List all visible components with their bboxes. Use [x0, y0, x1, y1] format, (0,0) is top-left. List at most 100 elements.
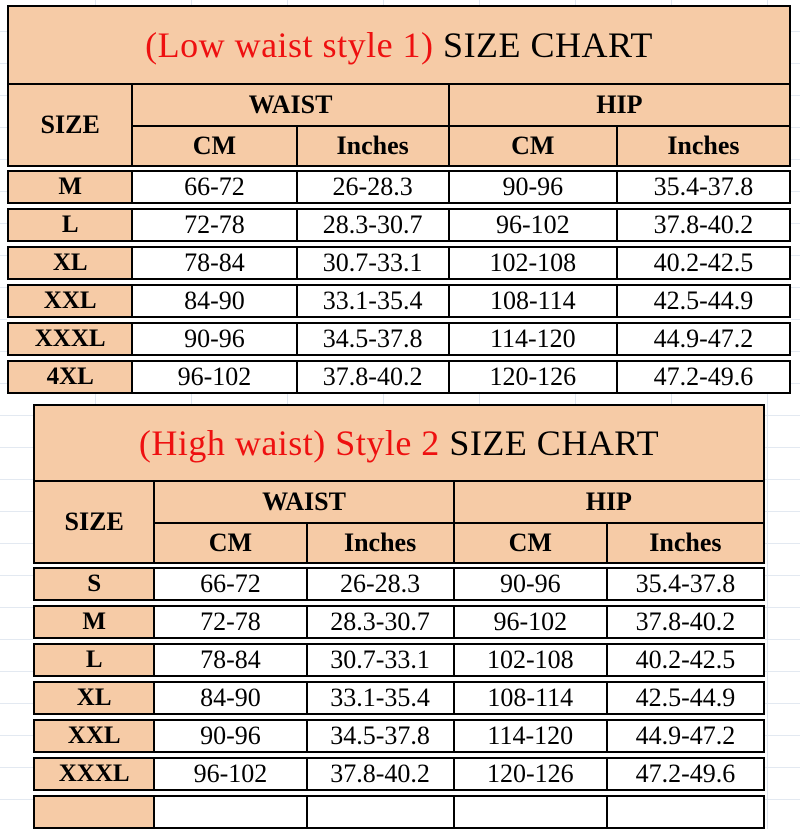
data-cell: [153, 797, 305, 827]
hip-cm-cell: 114-120: [452, 721, 606, 751]
hip-cm-cell: 102-108: [447, 248, 616, 278]
title-style-label: (Low waist style 1): [145, 25, 434, 65]
data-cell: [452, 797, 606, 827]
header-waist-inches: Inches: [305, 522, 453, 562]
waist-inches-cell: 28.3-30.7: [305, 607, 453, 637]
size-value-cell: XXL: [9, 286, 132, 316]
hip-inches-cell: 35.4-37.8: [605, 569, 763, 599]
size-value-cell: L: [35, 645, 154, 675]
hip-cm-cell: 108-114: [447, 286, 616, 316]
size-chart-table-low-waist: (Low waist style 1) SIZE CHART SIZE WAIS…: [7, 5, 791, 394]
hip-inches-cell: 40.2-42.5: [615, 248, 789, 278]
data-cell: [305, 797, 453, 827]
waist-inches-cell: 37.8-40.2: [305, 759, 453, 789]
size-value-cell: M: [35, 607, 154, 637]
table-row: XXXL 96-102 37.8-40.2 120-126 47.2-49.6: [33, 757, 765, 791]
waist-inches-cell: 26-28.3: [305, 569, 453, 599]
header-waist: WAIST: [153, 482, 452, 522]
waist-cm-cell: 78-84: [153, 645, 305, 675]
hip-cm-cell: 96-102: [452, 607, 606, 637]
waist-inches-cell: 34.5-37.8: [305, 721, 453, 751]
table-body: S 66-72 26-28.3 90-96 35.4-37.8 M 72-78 …: [33, 567, 765, 791]
waist-inches-cell: 28.3-30.7: [295, 210, 448, 240]
table-row: M 66-72 26-28.3 90-96 35.4-37.8: [7, 170, 791, 204]
size-value-cell: XXXL: [9, 324, 132, 354]
hip-cm-cell: 90-96: [447, 172, 616, 202]
waist-cm-cell: 96-102: [131, 362, 295, 392]
header-waist-cm: CM: [131, 125, 296, 165]
table-row: XXL 90-96 34.5-37.8 114-120 44.9-47.2: [33, 719, 765, 753]
size-value-cell: XL: [35, 683, 154, 713]
hip-cm-cell: 108-114: [452, 683, 606, 713]
header-hip: HIP: [447, 85, 789, 125]
header-size: SIZE: [40, 110, 100, 139]
title-style-label: (High waist) Style 2: [138, 423, 440, 463]
header-waist: WAIST: [131, 85, 447, 125]
header-waist-cm: CM: [153, 522, 306, 562]
size-value-cell: [35, 797, 154, 827]
hip-inches-cell: 44.9-47.2: [605, 721, 763, 751]
waist-cm-cell: 84-90: [153, 683, 305, 713]
size-value-cell: L: [9, 210, 132, 240]
hip-inches-cell: 37.8-40.2: [615, 210, 789, 240]
header-hip-cm: CM: [452, 522, 606, 562]
header-hip-inches: Inches: [615, 125, 789, 165]
table-row: XXXL 90-96 34.5-37.8 114-120 44.9-47.2: [7, 322, 791, 356]
hip-inches-cell: 35.4-37.8: [615, 172, 789, 202]
waist-cm-cell: 84-90: [131, 286, 295, 316]
waist-cm-cell: 78-84: [131, 248, 295, 278]
title-size-chart-label: SIZE CHART: [439, 423, 660, 463]
table-row: XL 78-84 30.7-33.1 102-108 40.2-42.5: [7, 246, 791, 280]
waist-cm-cell: 72-78: [131, 210, 295, 240]
size-value-cell: XL: [9, 248, 132, 278]
header-waist-inches: Inches: [295, 125, 448, 165]
hip-cm-cell: 90-96: [452, 569, 606, 599]
title-size-chart-label: SIZE CHART: [433, 25, 653, 65]
size-value-cell: S: [35, 569, 154, 599]
waist-cm-cell: 66-72: [131, 172, 295, 202]
table-body: M 66-72 26-28.3 90-96 35.4-37.8 L 72-78 …: [7, 170, 791, 394]
header-hip: HIP: [452, 482, 763, 522]
size-value-cell: XXXL: [35, 759, 154, 789]
size-value-cell: M: [9, 172, 132, 202]
waist-inches-cell: 30.7-33.1: [305, 645, 453, 675]
hip-cm-cell: 102-108: [452, 645, 606, 675]
waist-cm-cell: 72-78: [153, 607, 305, 637]
hip-inches-cell: 37.8-40.2: [605, 607, 763, 637]
size-chart-table-high-waist: (High waist) Style 2 SIZE CHART SIZE WAI…: [33, 404, 765, 829]
table-header: SIZE WAIST HIP CM Inches CM Inches: [7, 83, 791, 167]
size-value-cell: 4XL: [9, 362, 132, 392]
hip-inches-cell: 47.2-49.6: [615, 362, 789, 392]
hip-cm-cell: 96-102: [447, 210, 616, 240]
table-row: XL 84-90 33.1-35.4 108-114 42.5-44.9: [33, 681, 765, 715]
waist-cm-cell: 96-102: [153, 759, 305, 789]
table-header: SIZE WAIST HIP CM Inches CM Inches: [33, 480, 765, 564]
hip-inches-cell: 44.9-47.2: [615, 324, 789, 354]
hip-inches-cell: 42.5-44.9: [615, 286, 789, 316]
hip-inches-cell: 47.2-49.6: [605, 759, 763, 789]
size-value-cell: XXL: [35, 721, 154, 751]
table-row: M 72-78 28.3-30.7 96-102 37.8-40.2: [33, 605, 765, 639]
waist-inches-cell: 33.1-35.4: [305, 683, 453, 713]
table-row: L 78-84 30.7-33.1 102-108 40.2-42.5: [33, 643, 765, 677]
waist-inches-cell: 33.1-35.4: [295, 286, 448, 316]
table-row: 4XL 96-102 37.8-40.2 120-126 47.2-49.6: [7, 360, 791, 394]
waist-cm-cell: 90-96: [153, 721, 305, 751]
header-hip-inches: Inches: [605, 522, 763, 562]
partial-cutoff-row: [33, 795, 765, 829]
hip-inches-cell: 40.2-42.5: [605, 645, 763, 675]
table-row: XXL 84-90 33.1-35.4 108-114 42.5-44.9: [7, 284, 791, 318]
waist-inches-cell: 26-28.3: [295, 172, 448, 202]
hip-inches-cell: 42.5-44.9: [605, 683, 763, 713]
table-title: (High waist) Style 2 SIZE CHART: [33, 404, 765, 482]
waist-cm-cell: 66-72: [153, 569, 305, 599]
hip-cm-cell: 120-126: [452, 759, 606, 789]
waist-inches-cell: 34.5-37.8: [295, 324, 448, 354]
hip-cm-cell: 120-126: [447, 362, 616, 392]
waist-inches-cell: 37.8-40.2: [295, 362, 448, 392]
waist-cm-cell: 90-96: [131, 324, 295, 354]
table-row: L 72-78 28.3-30.7 96-102 37.8-40.2: [7, 208, 791, 242]
waist-inches-cell: 30.7-33.1: [295, 248, 448, 278]
table-row: S 66-72 26-28.3 90-96 35.4-37.8: [33, 567, 765, 601]
table-title: (Low waist style 1) SIZE CHART: [7, 5, 791, 85]
